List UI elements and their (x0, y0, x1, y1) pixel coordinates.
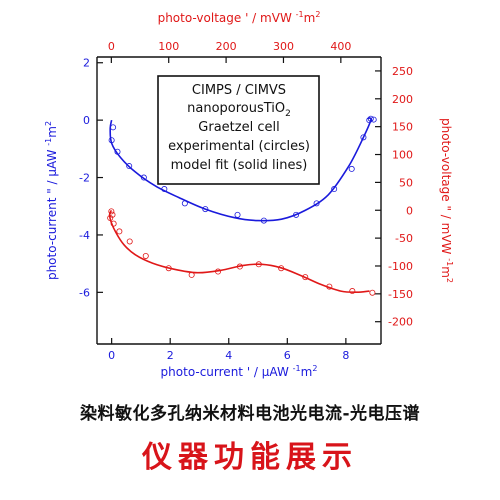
tick-label-left: -4 (79, 229, 90, 242)
annotation-line-3: Graetzel cell (198, 120, 279, 135)
data-point-series-1 (360, 134, 367, 141)
cimps-cimvs-chart: 0 2 4 6 8 2 0 -2 -4 -6 0 100 200 300 400 250 200 150 100 50… (44, 10, 454, 379)
tick-label-right: 250 (392, 65, 413, 78)
data-point-series-1 (366, 117, 373, 124)
tick-label-bottom: 8 (342, 349, 349, 362)
data-point-series-1 (331, 186, 338, 193)
tick-label-right: 0 (406, 204, 413, 217)
tick-label-right: -50 (395, 232, 413, 245)
tick-label-right: 50 (399, 176, 413, 189)
data-point-series-2 (126, 238, 133, 245)
data-point-series-2 (188, 271, 195, 278)
data-point-series-1 (181, 200, 188, 207)
data-point-series-2 (165, 265, 172, 272)
fit-line-series-2 (108, 209, 370, 294)
tick-label-right: 150 (392, 121, 413, 134)
annotation-line-4: experimental (circles) (168, 139, 310, 154)
data-point-series-2 (236, 263, 243, 270)
data-point-series-1 (161, 186, 168, 193)
tick-label-bottom: 6 (284, 349, 291, 362)
data-point-series-1 (108, 137, 115, 144)
data-point-series-2 (110, 220, 117, 227)
data-point-series-2 (278, 265, 285, 272)
tick-label-top: 100 (158, 40, 179, 53)
data-point-series-1 (260, 217, 267, 224)
data-point-series-1 (370, 116, 377, 123)
chinese-main-title: 仪器功能展示 (142, 440, 358, 475)
data-point-series-1 (126, 163, 133, 170)
fit-line-series-1 (109, 117, 372, 222)
data-point-series-2 (107, 215, 114, 222)
tick-label-right: -200 (388, 316, 413, 329)
tick-label-right: 100 (392, 149, 413, 162)
data-point-series-1 (140, 174, 147, 181)
data-point-series-1 (348, 165, 355, 172)
tick-label-top: 0 (108, 40, 115, 53)
tick-label-right: -100 (388, 260, 413, 273)
annotation-line-5: model fit (solid lines) (171, 158, 308, 173)
tick-label-bottom: 0 (108, 349, 115, 362)
data-point-series-1 (293, 211, 300, 218)
annotation-line-2: nanoporousTiO2 (187, 101, 291, 119)
data-point-series-2 (116, 228, 123, 235)
tick-label-top: 400 (330, 40, 351, 53)
tick-label-left: -6 (79, 286, 90, 299)
tick-label-top: 200 (216, 40, 237, 53)
data-point-series-1 (114, 148, 121, 155)
tick-label-right: 200 (392, 93, 413, 106)
x-axis-bottom-title: photo-current ' / µAW -1m2 (161, 364, 318, 379)
tick-label-top: 300 (273, 40, 294, 53)
x-axis-top-title: photo-voltage ' / mVW -1m2 (158, 10, 321, 25)
data-point-series-2 (369, 289, 376, 296)
chinese-subtitle: 染料敏化多孔纳米材料电池光电流-光电压谱 (79, 404, 421, 424)
data-point-series-1 (367, 115, 374, 122)
tick-label-left: 0 (83, 114, 90, 127)
data-point-series-2 (142, 252, 149, 259)
data-point-series-2 (349, 288, 356, 295)
data-point-series-2 (326, 283, 333, 290)
data-point-series-1 (110, 124, 117, 131)
tick-label-left: -2 (79, 172, 90, 185)
data-point-series-2 (302, 274, 309, 281)
annotation-line-1: CIMPS / CIMVS (192, 83, 286, 98)
y-axis-left-title: photo-current " / µAW -1m2 (44, 121, 59, 280)
data-point-series-1 (234, 211, 241, 218)
data-point-series-2 (108, 208, 115, 215)
data-point-series-1 (313, 200, 320, 207)
data-point-series-2 (255, 261, 262, 268)
tick-label-left: 2 (83, 57, 90, 70)
annotation-box (157, 75, 320, 185)
data-point-series-2 (215, 268, 222, 275)
tick-label-right: -150 (388, 288, 413, 301)
y-axis-right-title: photo-voltage " / mVW -1m2 (439, 118, 454, 283)
tick-label-bottom: 2 (167, 349, 174, 362)
tick-label-bottom: 4 (225, 349, 232, 362)
data-point-series-1 (202, 206, 209, 213)
